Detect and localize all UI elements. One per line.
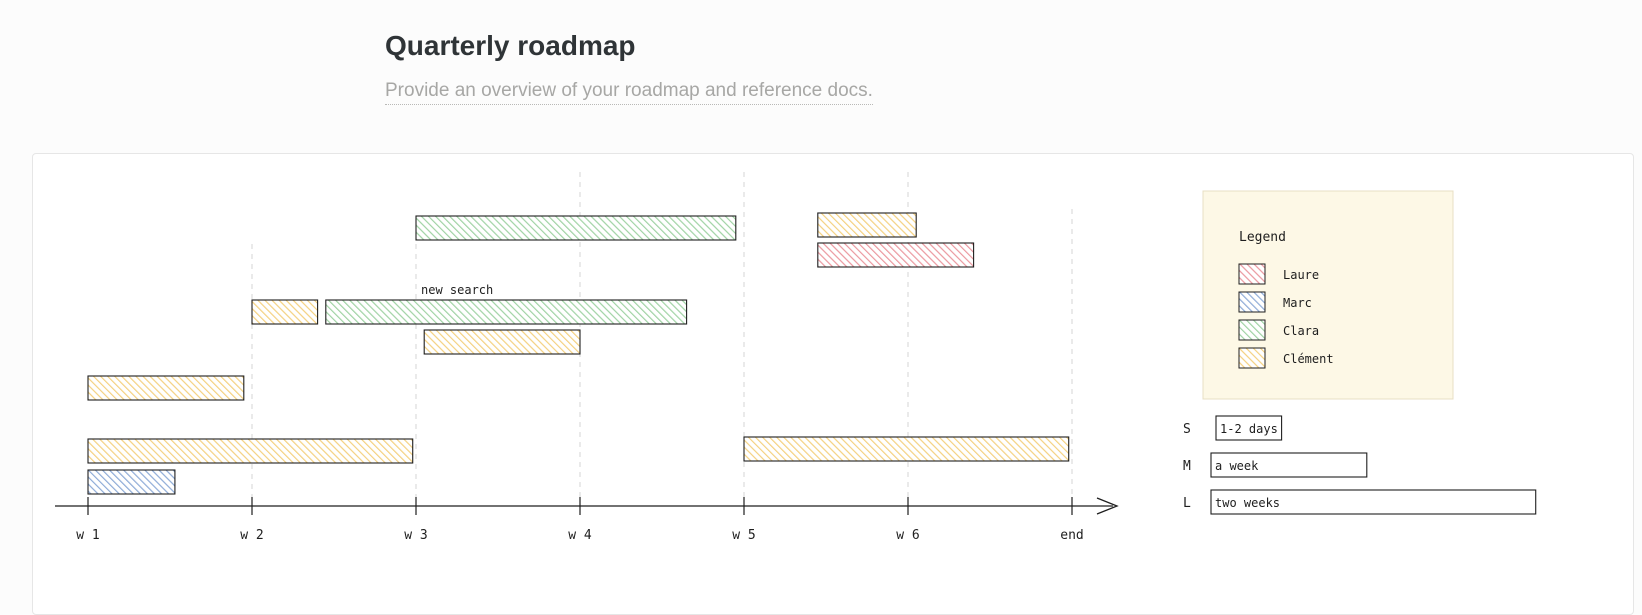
size-box[interactable]: [1215, 415, 1283, 441]
size-label: two weeks: [1215, 496, 1280, 510]
size-label: 1-2 days: [1220, 422, 1278, 436]
size-reference[interactable]: S 1-2 days M a week L two weeks: [1183, 415, 1537, 515]
legend-label: Clément: [1283, 352, 1334, 366]
roadmap-bars[interactable]: [87, 212, 1070, 495]
page-description[interactable]: Provide an overview of your roadmap and …: [385, 80, 873, 105]
axis-tick-label: w 4: [568, 528, 592, 543]
legend-title: Legend: [1239, 230, 1286, 245]
axis-tick-label: w 1: [76, 528, 99, 543]
size-key: L: [1183, 496, 1191, 511]
legend-label: Laure: [1283, 268, 1319, 282]
roadmap-bar-clement[interactable]: [87, 375, 245, 401]
roadmap-bar-clement[interactable]: [423, 329, 581, 355]
roadmap-bar-clement[interactable]: [87, 438, 414, 464]
legend-swatch: [1238, 319, 1266, 341]
size-label: a week: [1215, 459, 1259, 473]
roadmap-bar-laure[interactable]: [817, 242, 975, 268]
roadmap-bar-marc[interactable]: [87, 469, 176, 495]
new-search-annotation[interactable]: new search: [421, 283, 493, 297]
legend-panel[interactable]: Legend Laure Marc Clara Clément: [1202, 190, 1454, 400]
page-header: Quarterly roadmap Provide an overview of…: [385, 30, 873, 105]
roadmap-bar-clement[interactable]: [743, 436, 1070, 462]
roadmap-bar-clement[interactable]: [817, 212, 917, 238]
size-box[interactable]: [1210, 452, 1368, 478]
roadmap-bar-clara[interactable]: [415, 215, 737, 241]
axis-tick-label: w 2: [240, 528, 263, 543]
legend-swatch: [1238, 263, 1266, 285]
axis-tick-label: w 3: [404, 528, 427, 543]
axis-tick-label: end: [1060, 528, 1083, 543]
size-key: M: [1183, 459, 1191, 474]
week-gridlines: [251, 172, 1073, 506]
axis-tick-label: w 5: [732, 528, 755, 543]
roadmap-bar-clara[interactable]: [325, 299, 688, 325]
roadmap-bar-clement[interactable]: [251, 299, 319, 325]
size-key: S: [1183, 422, 1191, 437]
page-title: Quarterly roadmap: [385, 30, 636, 61]
legend-swatch: [1238, 291, 1266, 313]
timeline-axis: w 1 w 2 w 3 w 4 w 5 w 6 end: [55, 497, 1119, 543]
legend-swatch: [1238, 347, 1266, 369]
legend-label: Marc: [1283, 296, 1312, 310]
size-box[interactable]: [1210, 489, 1537, 515]
axis-arrow-icon: [1096, 497, 1119, 515]
legend-label: Clara: [1283, 324, 1319, 338]
axis-tick-label: w 6: [896, 528, 919, 543]
